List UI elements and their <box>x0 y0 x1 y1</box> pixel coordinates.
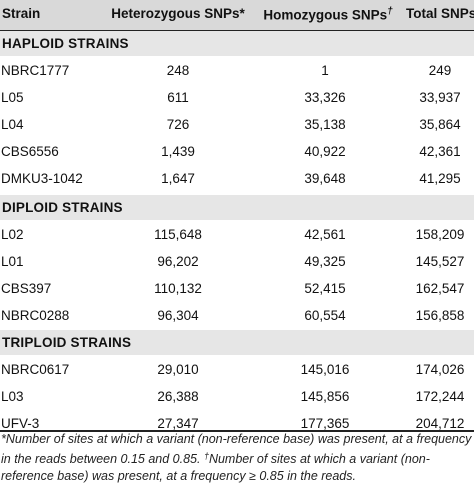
cell-total: 35,864 <box>419 117 461 132</box>
footnote-dagger: † <box>203 451 209 461</box>
cell-total: 204,712 <box>415 416 465 431</box>
cell-heterozygous: 611 <box>167 90 189 105</box>
cell-homozygous: 49,325 <box>304 254 346 269</box>
cell-homozygous: 177,365 <box>300 416 350 431</box>
section-header: HAPLOID STRAINS <box>0 31 474 56</box>
cell-strain: L02 <box>1 227 24 242</box>
header-rule <box>0 30 474 32</box>
cell-total: 33,937 <box>419 90 461 105</box>
cell-homozygous: 60,554 <box>304 308 346 323</box>
cell-heterozygous: 1,647 <box>161 171 195 186</box>
cell-heterozygous: 27,347 <box>157 416 199 431</box>
table-row: DMKU3-1042 1,647 39,648 41,295 <box>0 166 474 192</box>
section-header: DIPLOID STRAINS <box>0 195 474 220</box>
cell-strain: L01 <box>1 254 24 269</box>
footnote-het: *Number of sites at which a variant (non… <box>1 432 472 466</box>
section-title: HAPLOID STRAINS <box>2 36 129 51</box>
header-homozygous: Homozygous SNPs† <box>250 6 406 23</box>
cell-strain: DMKU3-1042 <box>1 171 83 186</box>
table-row: L04 726 35,138 35,864 <box>0 112 474 138</box>
cell-heterozygous: 110,132 <box>154 281 202 296</box>
cell-homozygous: 42,561 <box>304 227 346 242</box>
section-header: TRIPLOID STRAINS <box>0 330 474 355</box>
bottom-rule <box>0 430 474 432</box>
table-row: UFV-3 27,347 177,365 204,712 <box>0 411 474 437</box>
header-strain: Strain <box>2 6 41 21</box>
table-row: L03 26,388 145,856 172,244 <box>0 384 474 410</box>
table-row: NBRC0617 29,010 145,016 174,026 <box>0 357 474 383</box>
cell-homozygous: 1 <box>321 63 329 78</box>
cell-total: 41,295 <box>419 171 461 186</box>
table-header: Strain Heterozygous SNPs* Homozygous SNP… <box>0 0 474 30</box>
cell-total: 162,547 <box>415 281 465 296</box>
cell-total: 249 <box>428 63 452 78</box>
cell-heterozygous: 248 <box>166 63 190 78</box>
cell-heterozygous: 115,648 <box>154 227 202 242</box>
cell-heterozygous: 29,010 <box>157 362 199 377</box>
cell-homozygous: 39,648 <box>304 171 346 186</box>
cell-homozygous: 145,856 <box>300 389 350 404</box>
header-homozygous-label: Homozygous SNPs <box>263 7 388 23</box>
table-row: NBRC1777 248 1 249 <box>0 58 474 84</box>
cell-homozygous: 40,922 <box>304 144 346 159</box>
cell-strain: UFV-3 <box>1 416 40 431</box>
cell-homozygous: 145,016 <box>300 362 350 377</box>
footnote-hom: Number of sites at which a variant (non-… <box>1 452 430 483</box>
cell-total: 172,244 <box>415 389 465 404</box>
header-total: Total SNPs <box>406 6 474 21</box>
cell-heterozygous: 96,202 <box>157 254 199 269</box>
cell-strain: NBRC0288 <box>1 308 70 323</box>
table-footnote: *Number of sites at which a variant (non… <box>1 431 473 485</box>
cell-strain: L04 <box>1 117 24 132</box>
table-row: CBS397 110,132 52,415 162,547 <box>0 276 474 302</box>
cell-homozygous: 35,138 <box>304 117 346 132</box>
cell-strain: CBS6556 <box>1 144 59 159</box>
cell-total: 42,361 <box>419 144 461 159</box>
table-row: L05 611 33,326 33,937 <box>0 85 474 111</box>
cell-strain: NBRC0617 <box>1 362 70 377</box>
table-row: NBRC0288 96,304 60,554 156,858 <box>0 303 474 329</box>
table-row: L01 96,202 49,325 145,527 <box>0 249 474 275</box>
table-row: L02 115,648 42,561 158,209 <box>0 222 474 248</box>
table-row: CBS6556 1,439 40,922 42,361 <box>0 139 474 165</box>
cell-total: 156,858 <box>415 308 465 323</box>
cell-strain: L03 <box>1 389 24 404</box>
section-title: TRIPLOID STRAINS <box>2 335 132 350</box>
cell-homozygous: 33,326 <box>304 90 346 105</box>
section-title: DIPLOID STRAINS <box>2 200 123 215</box>
cell-total: 158,209 <box>415 227 465 242</box>
cell-homozygous: 52,415 <box>304 281 346 296</box>
cell-strain: CBS397 <box>1 281 52 296</box>
cell-strain: L05 <box>1 90 24 105</box>
cell-total: 174,026 <box>415 362 465 377</box>
cell-heterozygous: 726 <box>166 117 190 132</box>
cell-heterozygous: 1,439 <box>161 144 195 159</box>
cell-strain: NBRC1777 <box>1 63 70 78</box>
header-heterozygous: Heterozygous SNPs* <box>111 6 245 21</box>
cell-total: 145,527 <box>415 254 465 269</box>
cell-heterozygous: 26,388 <box>157 389 199 404</box>
cell-heterozygous: 96,304 <box>157 308 199 323</box>
header-dagger: † <box>387 6 393 17</box>
